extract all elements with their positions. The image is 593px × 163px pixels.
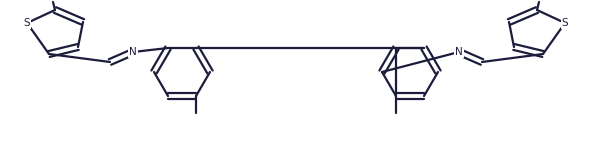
Text: N: N	[129, 47, 137, 57]
Text: S: S	[562, 18, 568, 28]
Text: N: N	[455, 47, 463, 57]
Text: S: S	[24, 18, 30, 28]
